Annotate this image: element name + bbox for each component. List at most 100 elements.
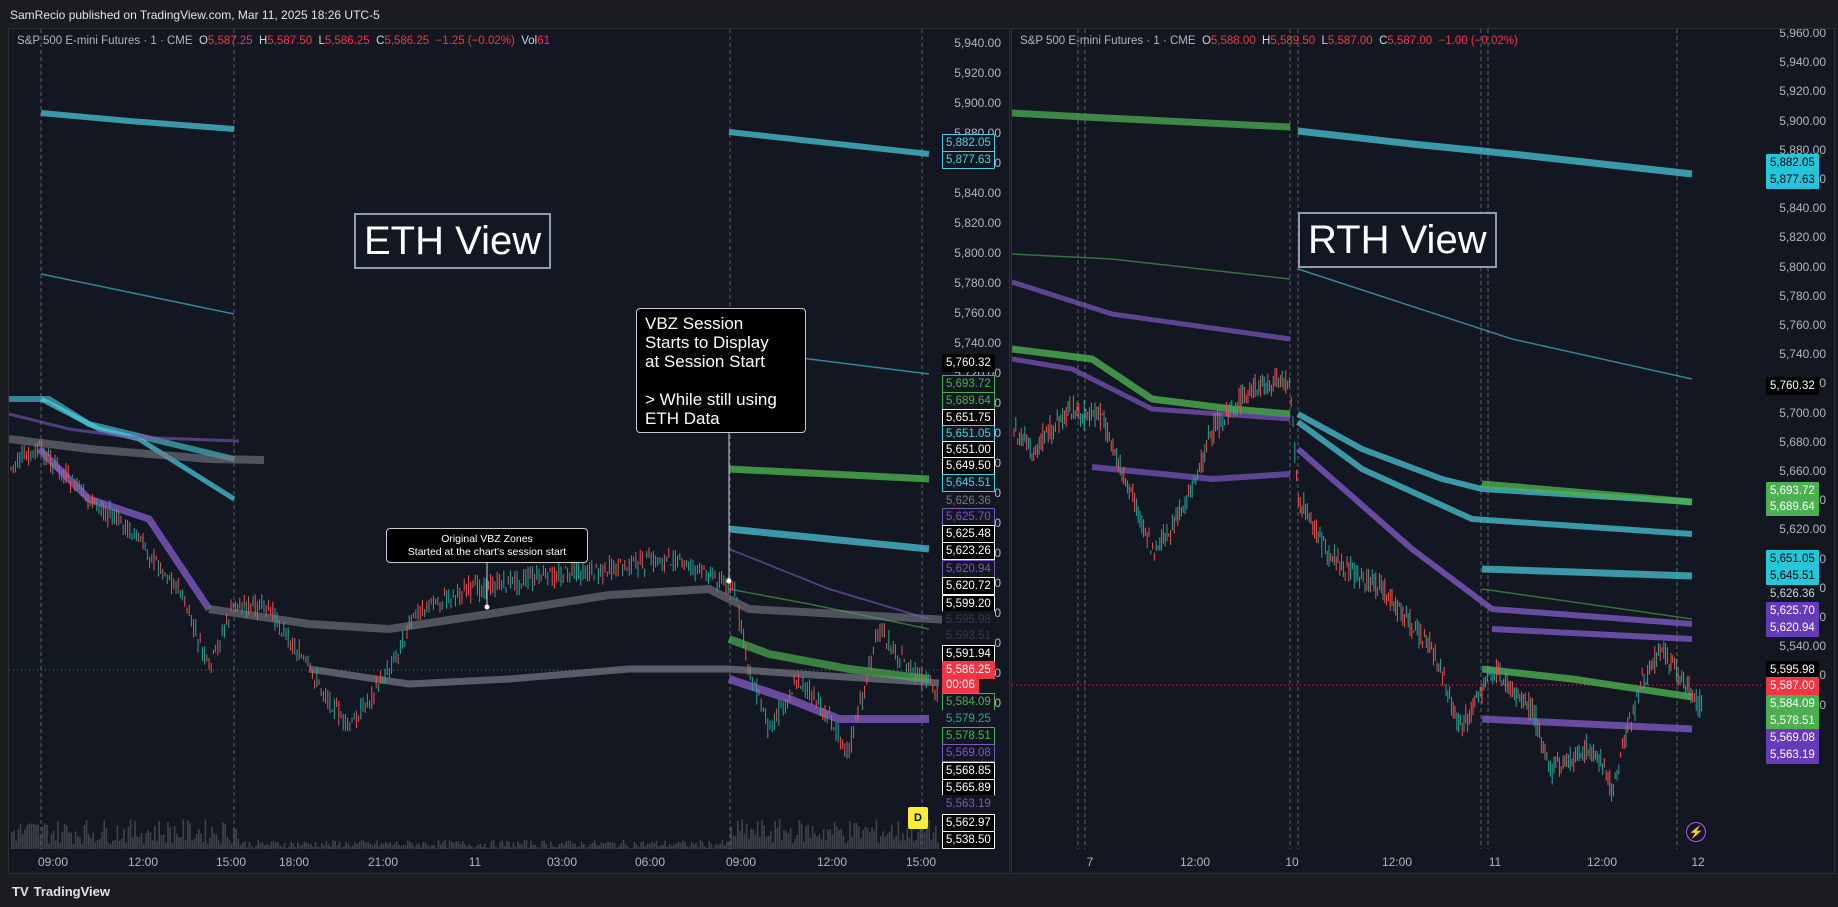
- volume-bar: [332, 840, 334, 849]
- volume-bar: [72, 843, 75, 849]
- volume-bar: [448, 840, 451, 849]
- volume-bar: [917, 831, 919, 849]
- volume-bar: [15, 840, 17, 849]
- price-label-tag: 5,569.08: [1766, 729, 1819, 747]
- volume-bar: [466, 846, 468, 849]
- volume-bar: [521, 844, 523, 849]
- eth-ohlc-legend: S&P 500 E-mini Futures · 1 · CME O5,587.…: [17, 35, 550, 47]
- volume-bar: [534, 844, 537, 849]
- chart-panel-eth[interactable]: S&P 500 E-mini Futures · 1 · CME O5,587.…: [8, 28, 1010, 874]
- volume-bar: [363, 840, 365, 849]
- volume-bar: [895, 835, 897, 849]
- price-label-tag: 5,584.09: [942, 693, 995, 711]
- price-label-tag: 5,651.05: [1766, 550, 1819, 568]
- vbz-zone-band: [1012, 345, 1291, 418]
- original-vbz-annotation[interactable]: Original VBZ Zones Started at the chart'…: [386, 528, 588, 563]
- volume-bar: [715, 844, 717, 849]
- price-tick: 5,540.00: [1779, 639, 1826, 654]
- vbz-zone-band: [1481, 588, 1693, 620]
- eth-time-axis[interactable]: 09:00 12:00 15:00 18:00 21:00 11 03:00 06:00 09:…: [9, 849, 1009, 873]
- volume-bar: [321, 843, 323, 849]
- volume-bar: [616, 847, 618, 849]
- vbz-zone-band: [9, 435, 265, 464]
- vbz-zone-band: [1481, 565, 1693, 580]
- volume-bar: [873, 830, 875, 849]
- volume-bar: [855, 822, 858, 849]
- volume-bar: [611, 842, 614, 849]
- volume-bar: [338, 841, 341, 849]
- time-tick: 21:00: [367, 855, 399, 869]
- data-window-badge[interactable]: D: [908, 807, 928, 829]
- volume-bar: [118, 840, 121, 849]
- price-label-tag: 5,620.94: [1766, 619, 1819, 637]
- volume-bar: [272, 840, 275, 849]
- rth-chart-canvas[interactable]: [1012, 29, 1834, 873]
- volume-bar: [587, 846, 589, 849]
- volume-bar: [580, 841, 583, 849]
- volume-bar: [475, 846, 477, 849]
- volume-bar: [864, 826, 867, 849]
- volume-bar: [224, 824, 226, 849]
- volume-bar: [532, 845, 534, 849]
- volume-bar: [906, 828, 908, 849]
- volume-bar: [904, 840, 906, 849]
- volume-bar: [605, 843, 607, 849]
- volume-bar: [44, 823, 46, 849]
- price-label-tag: 5,625.70: [942, 508, 995, 526]
- volume-bar: [869, 832, 871, 849]
- price-tick: 5,800.00: [1779, 259, 1826, 274]
- volume-bar: [728, 841, 730, 849]
- volume-bar: [655, 840, 658, 849]
- volume-bar: [70, 832, 72, 849]
- volume-bar: [932, 832, 935, 849]
- volume-bar: [849, 821, 851, 849]
- volume-bar: [893, 839, 895, 849]
- volume-bar: [486, 847, 488, 849]
- lightning-icon[interactable]: ⚡: [1686, 822, 1706, 842]
- volume-bar: [290, 841, 292, 849]
- time-tick: 06:00: [634, 855, 666, 869]
- price-label-tag: 5,538.50: [942, 831, 995, 849]
- legend-symbol[interactable]: S&P 500 E-mini Futures · 1 · CME: [17, 35, 193, 47]
- volume-bar: [510, 847, 512, 849]
- volume-bar: [838, 830, 840, 849]
- volume-bar: [759, 837, 761, 849]
- volume-bar: [822, 829, 825, 849]
- eth-chart-canvas[interactable]: [9, 29, 1009, 873]
- volume-bar: [253, 847, 255, 849]
- vbz-session-annotation[interactable]: VBZ Session Starts to Display at Session…: [636, 308, 806, 433]
- annotation-anchor: [726, 578, 732, 584]
- price-tick: 5,880.00: [1779, 142, 1826, 157]
- price-tick: 5,680.00: [1779, 434, 1826, 449]
- legend-close: 5,587.00: [1387, 35, 1433, 47]
- vbz-zone-band: [1297, 127, 1693, 178]
- price-label-tag: 5,578.51: [942, 727, 995, 745]
- volume-bar: [519, 843, 521, 849]
- time-tick: 15:00: [905, 855, 937, 869]
- legend-low: 5,587.00: [1327, 35, 1373, 47]
- volume-bar: [400, 846, 402, 849]
- time-tick: 18:00: [278, 855, 310, 869]
- tradingview-brand[interactable]: TV TradingView: [12, 884, 110, 899]
- volume-bar: [83, 825, 86, 849]
- volume-bar: [866, 827, 869, 849]
- chart-panel-rth[interactable]: S&P 500 E-mini Futures · 1 · CME O5,588.…: [1011, 28, 1835, 874]
- volume-bar: [919, 820, 922, 849]
- volume-bar: [552, 846, 554, 849]
- volume-bar: [583, 843, 585, 849]
- volume-bar: [420, 847, 422, 849]
- volume-bar: [341, 847, 343, 849]
- volume-bar: [140, 833, 143, 849]
- volume-bar: [473, 847, 475, 849]
- volume-bar: [853, 822, 856, 849]
- rth-time-axis[interactable]: 7 12:00 10 12:00 11 12:00 12: [1012, 849, 1834, 873]
- legend-high-key: H: [259, 35, 268, 47]
- legend-low-key: L: [318, 35, 325, 47]
- volume-bar: [316, 846, 319, 849]
- volume-bar: [807, 824, 809, 849]
- price-label-tag: 5,625.70: [1766, 602, 1819, 620]
- volume-bar: [902, 833, 904, 849]
- volume-bar: [937, 842, 939, 849]
- vbz-zone-band: [1091, 464, 1291, 482]
- legend-symbol[interactable]: S&P 500 E-mini Futures · 1 · CME: [1020, 35, 1196, 47]
